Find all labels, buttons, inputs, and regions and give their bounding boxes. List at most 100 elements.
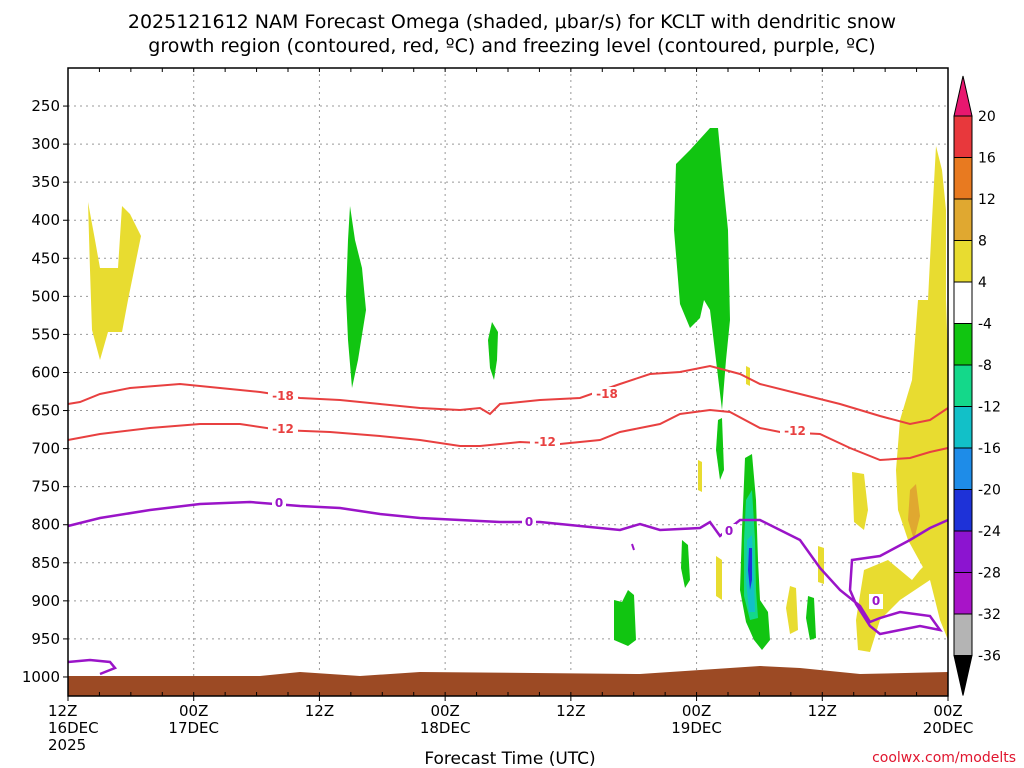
x-tick-label: 00Z [179, 702, 208, 720]
omega-region-yellow-late-5 [716, 556, 722, 600]
y-tick-label: 800 [31, 516, 60, 534]
colorbar-bottom-arrow [953, 655, 973, 696]
colorbar-swatch [953, 406, 973, 449]
colorbar-label: -28 [978, 566, 1001, 582]
colorbar-label: -4 [978, 317, 992, 333]
credit-text: coolwx.com/modelts [872, 750, 1016, 766]
y-tick-label: 950 [31, 630, 60, 648]
omega-region-yellow-early [88, 202, 141, 360]
y-tick-label: 850 [31, 554, 60, 572]
colorbar-label: 20 [978, 109, 996, 125]
colorbar-label: -20 [978, 483, 1001, 499]
colorbar-label: -8 [978, 358, 992, 374]
x-tick-label: 18DEC [420, 719, 471, 737]
colorbar-top-arrow [953, 75, 973, 117]
contour-minus12 [67, 408, 949, 462]
omega-region-orange [908, 484, 920, 540]
y-tick-label: 650 [31, 402, 60, 420]
y-tick-label: 550 [31, 325, 60, 343]
colorbar-swatch [953, 530, 973, 573]
omega-region-yellow-late-2 [852, 472, 868, 530]
y-tick-label: 750 [31, 478, 60, 496]
colorbar-swatch [953, 323, 973, 366]
omega-region-yellow-late-7 [818, 546, 824, 584]
colorbar-swatch [953, 447, 973, 490]
colorbar-swatch [953, 613, 973, 656]
contour-label-minus12-b: -12 [534, 435, 556, 449]
colorbar-label: -24 [978, 524, 1001, 540]
terrain-surface [68, 666, 948, 696]
colorbar-label: 16 [978, 151, 996, 167]
omega-region-green-2 [488, 322, 498, 380]
y-tick-label: 450 [31, 249, 60, 267]
colorbar-swatch [953, 281, 973, 324]
x-axis-label: Forecast Time (UTC) [424, 749, 595, 768]
colorbar-swatch [953, 240, 973, 283]
omega-region-blue [748, 548, 752, 590]
x-tick-label: 00Z [682, 702, 711, 720]
colorbar-swatch [953, 115, 973, 158]
y-tick-label: 1000 [22, 668, 60, 686]
colorbar-label: -36 [978, 649, 1001, 665]
y-tick-label: 700 [31, 440, 60, 458]
colorbar-swatch [953, 157, 973, 200]
colorbar-swatch [953, 198, 973, 241]
colorbar-label: 4 [978, 275, 987, 291]
contour-label-bg-3 [268, 422, 298, 437]
contour-freezing-0-low [67, 658, 118, 676]
x-tick-label: 12Z [808, 702, 837, 720]
y-tick-label: 900 [31, 592, 60, 610]
colorbar: 20 16 12 8 4 -4 -8 -12 -16 -20 -24 -28 -32 -36 [953, 75, 1001, 696]
x-tick-label: 16DEC [48, 719, 99, 737]
omega-region-green-8 [806, 596, 816, 640]
x-tick-label: 19DEC [671, 719, 722, 737]
colorbar-swatch [953, 489, 973, 532]
contour-label-bg-8 [722, 524, 736, 539]
y-tick-label: 600 [31, 363, 60, 381]
contour-freezing-0-dot [631, 543, 635, 551]
y-tick-label: 300 [31, 135, 60, 153]
y-tick-label: 400 [31, 211, 60, 229]
contour-label-bg-9 [869, 594, 883, 609]
omega-shading [88, 128, 948, 652]
omega-region-yellow-late-6 [698, 460, 702, 492]
contour-minus18 [67, 364, 949, 426]
x-tick-label: 00Z [933, 702, 962, 720]
contour-label-zero-c: 0 [725, 524, 733, 538]
contour-label-bg-5 [780, 424, 810, 439]
omega-region-yellow-late-8 [746, 366, 750, 386]
chart-title-line1: 2025121612 NAM Forecast Omega (shaded, μ… [128, 11, 896, 33]
contour-label-zero-d: 0 [872, 594, 880, 608]
colorbar-label: -16 [978, 441, 1001, 457]
contour-label-bg-1 [268, 389, 298, 404]
omega-region-green-6 [681, 540, 690, 588]
contour-label-bg-2 [592, 387, 622, 402]
x-tick-label: 00Z [430, 702, 459, 720]
x-tick-label: 2025 [48, 736, 86, 754]
contour-label-minus18-a: -18 [272, 389, 294, 403]
x-tick-label: 12Z [48, 702, 77, 720]
chart-title-line2: growth region (contoured, red, ºC) and f… [148, 35, 875, 57]
contour-label-zero-a: 0 [275, 496, 283, 510]
colorbar-swatch [953, 364, 973, 407]
contour-label-bg-6 [272, 496, 286, 511]
colorbar-label: -12 [978, 400, 1001, 416]
x-tick-label: 20DEC [923, 719, 974, 737]
x-tick-label: 12Z [556, 702, 585, 720]
contour-label-zero-b: 0 [525, 515, 533, 529]
x-tick-label: 12Z [305, 702, 334, 720]
y-tick-label: 350 [31, 173, 60, 191]
colorbar-label: 8 [978, 234, 987, 250]
omega-region-green-1 [346, 206, 366, 388]
omega-region-green-5 [614, 590, 636, 646]
y-tick-label: 500 [31, 287, 60, 305]
y-axis-ticks: 250 300 350 400 450 500 550 600 650 700 750 800 850 9… [22, 97, 68, 686]
omega-region-yellow-late-4 [786, 586, 798, 634]
colorbar-label: 12 [978, 192, 996, 208]
contour-freezing-0 [67, 500, 949, 636]
omega-region-green-7 [716, 418, 724, 480]
contour-label-minus12-a: -12 [272, 422, 294, 436]
colorbar-swatch [953, 572, 973, 615]
contours: -18 -18 -12 -12 -12 0 0 0 0 [67, 364, 949, 676]
